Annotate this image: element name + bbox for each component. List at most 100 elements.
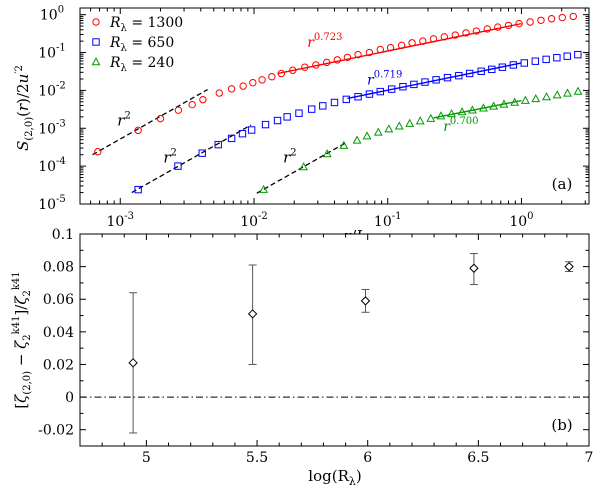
data-point [504, 21, 513, 30]
fit-line [433, 99, 522, 119]
y-tick-label: 0.06 [43, 292, 74, 308]
data-point [174, 106, 183, 114]
data-point [451, 31, 459, 39]
legend-label: Rλ = 650 [109, 35, 174, 54]
data-point [342, 95, 350, 104]
data-point [376, 87, 384, 96]
legend-label: Rλ = 240 [109, 55, 174, 74]
diamond-point [247, 309, 258, 319]
x-tick-label: 5.5 [246, 450, 268, 466]
data-point [94, 148, 102, 156]
data-point [426, 113, 436, 122]
y-tick-label: 0.02 [43, 357, 74, 373]
data-point [247, 126, 256, 134]
y-tick-label: 10-1 [38, 43, 66, 62]
panel-b-ylabel: [ζ(2,0) − ζ2k41]/ζ2k41 [11, 271, 33, 408]
data-point [397, 41, 406, 50]
data-point [354, 93, 362, 101]
data-point [440, 33, 449, 41]
data-point [563, 88, 572, 97]
data-point [365, 90, 374, 98]
y-tick-label: 10-3 [38, 118, 66, 137]
data-point [312, 61, 320, 69]
panel-a-label: (a) [552, 175, 573, 193]
panel-b-frame [79, 233, 590, 447]
r-squared-label: r2 [163, 147, 177, 166]
data-point [429, 35, 438, 43]
legend-marker [92, 38, 100, 46]
data-point [352, 135, 362, 144]
x-tick-label: 10-3 [106, 211, 134, 230]
data-point [273, 116, 282, 125]
panel-a: 10-3 10-2 10-1 100 10-5 10-4 10-3 10-2 10-1 100 r… [14, 5, 590, 245]
data-point [227, 134, 236, 143]
data-point [447, 109, 456, 118]
fit-label: r0.723 [307, 32, 342, 51]
data-point [558, 13, 566, 22]
data-point [494, 23, 502, 31]
data-point [410, 80, 418, 89]
data-point [509, 61, 518, 69]
data-point [339, 140, 349, 149]
data-point [467, 105, 477, 114]
data-point [365, 48, 374, 57]
panel-a-tick-labels: 10-3 10-2 10-1 100 10-5 10-4 10-3 10-2 10-1 100 [38, 5, 533, 230]
x-tick-label: 6.5 [467, 450, 489, 466]
panel-a-ticks [79, 8, 589, 205]
y-tick-label: 10-4 [38, 156, 66, 175]
data-point [333, 56, 342, 64]
diamond-point [360, 296, 371, 306]
data-point [134, 126, 142, 135]
data-point [330, 98, 339, 107]
data-point [552, 90, 562, 99]
data-point [268, 73, 276, 81]
data-point [354, 50, 362, 59]
data-point [542, 92, 551, 101]
panel-b-data-points [128, 253, 574, 434]
data-point [227, 85, 236, 93]
data-point [542, 55, 550, 64]
legend-marker [91, 57, 101, 66]
data-point [322, 149, 332, 158]
data-point [526, 18, 534, 26]
panel-a-ylabel: S(2,0)(r)/2u′2 [14, 65, 35, 151]
data-point [499, 99, 509, 108]
data-point [465, 69, 474, 78]
data-point [188, 100, 196, 109]
data-point [319, 102, 327, 110]
data-point [569, 12, 577, 21]
data-point [239, 82, 247, 90]
data-point [295, 109, 303, 117]
data-point [384, 124, 394, 133]
data-point [472, 27, 481, 35]
diamond-point [469, 263, 479, 273]
fit-label: r0.700 [443, 116, 478, 135]
x-tick-label: 10-1 [374, 211, 402, 230]
x-tick-label: 6 [363, 450, 372, 466]
diamond-point [564, 261, 574, 272]
fit-line [347, 62, 522, 100]
data-point [373, 127, 383, 136]
data-point [289, 66, 297, 74]
r-squared-line [131, 124, 252, 194]
data-point [510, 97, 520, 106]
x-tick-label: 7 [585, 450, 594, 466]
data-point [574, 50, 582, 59]
r-squared-line [92, 88, 208, 156]
data-point [498, 63, 507, 71]
y-tick-label: 10-5 [38, 194, 66, 213]
y-tick-label: 0.04 [43, 325, 74, 341]
data-point [520, 95, 530, 104]
legend-marker [92, 18, 100, 26]
data-point [394, 121, 404, 130]
data-point [489, 101, 499, 110]
data-point [362, 131, 372, 140]
data-point [477, 67, 485, 75]
data-point [515, 19, 523, 28]
panel-b-label: (b) [551, 416, 572, 434]
y-tick-label: 10-2 [38, 80, 66, 99]
panel-b: 5 5.5 6 6.5 7 -0.02 0 0.02 0.04 0.06 0.08 0.1 (b) [… [11, 227, 593, 488]
data-point [553, 54, 561, 62]
panel-b-tick-labels: 5 5.5 6 6.5 7 -0.02 0 0.02 0.04 0.06 0.08 0.1 [38, 227, 593, 466]
